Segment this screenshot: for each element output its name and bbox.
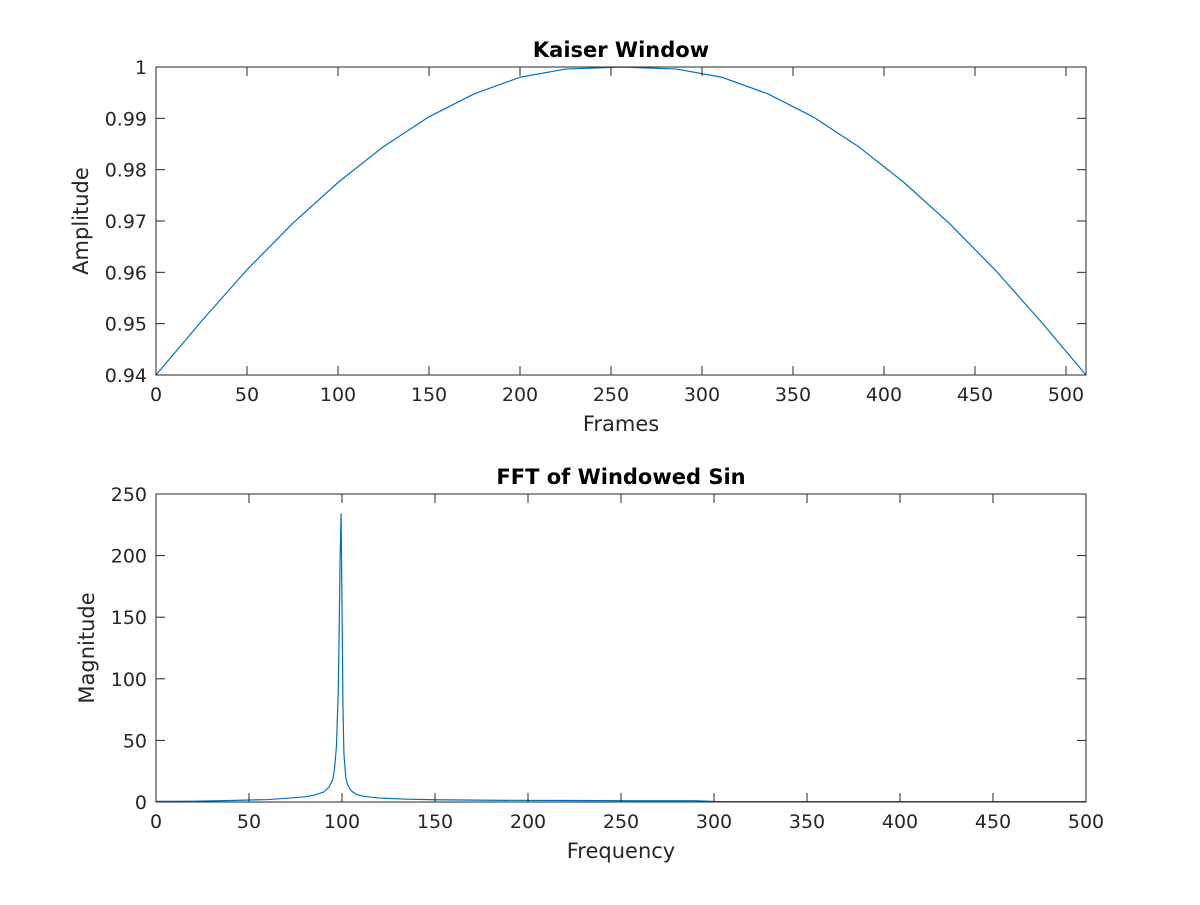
kaiser-window-xtick-label: 450 — [957, 384, 993, 406]
kaiser-window-ytick-label: 0.99 — [105, 108, 147, 130]
kaiser-window-ytick-label: 0.95 — [105, 314, 147, 336]
fft-axes-box — [155, 493, 1087, 803]
kaiser-window-xtick-label: 400 — [866, 384, 902, 406]
fft-xtick-label: 400 — [882, 811, 918, 833]
fft-ylabel: Magnitude — [75, 592, 99, 703]
fft-xtick-label: 500 — [1068, 811, 1104, 833]
kaiser-window-ytick-label: 0.97 — [105, 211, 147, 233]
fft-ytick-label: 250 — [111, 484, 147, 506]
kaiser-window-xtick-label: 300 — [684, 384, 720, 406]
fft-xtick-label: 150 — [417, 811, 453, 833]
kaiser-window-xtick-label: 150 — [411, 384, 447, 406]
fft-ytick-label: 50 — [123, 730, 147, 752]
kaiser-window-ytick-label: 0.94 — [105, 365, 147, 387]
fft-xtick-label: 100 — [324, 811, 360, 833]
kaiser-window-ylabel: Amplitude — [69, 167, 93, 275]
fft-ytick-label: 150 — [111, 607, 147, 629]
kaiser-window-xtick-label: 500 — [1048, 384, 1084, 406]
kaiser-window-xtick-label: 50 — [235, 384, 259, 406]
fft-xtick-label: 450 — [975, 811, 1011, 833]
fft-title: FFT of Windowed Sin — [496, 465, 745, 489]
fft-xtick-label: 0 — [150, 811, 162, 833]
fft-ytick-label: 200 — [111, 546, 147, 568]
kaiser-window-axes: Kaiser Window Frames Amplitude 0 50 100 150… — [69, 38, 1087, 436]
fft-ytick-label: 100 — [111, 669, 147, 691]
fft-xtick-label: 300 — [696, 811, 732, 833]
kaiser-window-xtick-label: 0 — [150, 384, 162, 406]
fft-xtick-label: 200 — [510, 811, 546, 833]
kaiser-window-ytick-label: 1 — [135, 57, 147, 79]
fft-xtick-label: 50 — [237, 811, 261, 833]
kaiser-window-ytick-label: 0.98 — [105, 160, 147, 182]
kaiser-window-xtick-label: 350 — [775, 384, 811, 406]
kaiser-window-title: Kaiser Window — [533, 38, 709, 62]
fft-xtick-label: 250 — [603, 811, 639, 833]
kaiser-window-ytick-label: 0.96 — [105, 262, 147, 284]
fft-ytick-label: 0 — [135, 792, 147, 814]
kaiser-window-xtick-label: 250 — [593, 384, 629, 406]
kaiser-window-xlabel: Frames — [583, 412, 659, 436]
fft-series-line — [155, 513, 1086, 803]
kaiser-window-xtick-label: 100 — [320, 384, 356, 406]
kaiser-window-series-line — [155, 66, 1087, 376]
fft-xlabel: Frequency — [567, 839, 676, 863]
kaiser-window-xtick-label: 200 — [502, 384, 538, 406]
fft-axes: FFT of Windowed Sin Frequency Magnitude … — [75, 465, 1104, 863]
fft-xtick-label: 350 — [789, 811, 825, 833]
